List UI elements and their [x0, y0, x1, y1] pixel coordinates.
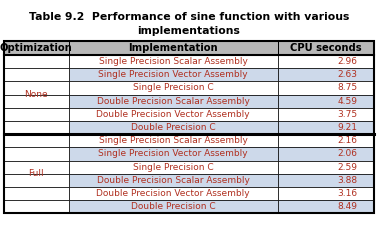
- Text: 2.06: 2.06: [337, 150, 357, 158]
- Bar: [4, 174, 69, 187]
- Bar: [69, 108, 278, 121]
- Text: Double Precision Scalar Assembly: Double Precision Scalar Assembly: [97, 176, 250, 185]
- Bar: [69, 147, 278, 160]
- Text: 2.16: 2.16: [337, 136, 357, 145]
- Text: Single Precision C: Single Precision C: [133, 84, 214, 92]
- Bar: [278, 68, 374, 81]
- Bar: [69, 160, 278, 174]
- Bar: [69, 81, 278, 95]
- Bar: [4, 187, 69, 200]
- Bar: [278, 160, 374, 174]
- Bar: [278, 147, 374, 160]
- Bar: [278, 121, 374, 134]
- Bar: [278, 174, 374, 187]
- Bar: [4, 81, 69, 95]
- Text: 8.49: 8.49: [337, 202, 357, 211]
- Text: Table 9.2  Performance of sine function with various: Table 9.2 Performance of sine function w…: [29, 12, 349, 22]
- Bar: [69, 68, 278, 81]
- Bar: [4, 200, 69, 213]
- Text: 8.75: 8.75: [337, 84, 357, 92]
- Bar: [278, 108, 374, 121]
- Bar: [69, 134, 278, 147]
- Text: Single Precision C: Single Precision C: [133, 163, 214, 172]
- Bar: [4, 41, 69, 55]
- Text: 2.96: 2.96: [337, 57, 357, 66]
- Bar: [69, 200, 278, 213]
- Bar: [69, 121, 278, 134]
- Text: Double Precision C: Double Precision C: [131, 202, 215, 211]
- Bar: [4, 68, 69, 81]
- Text: 2.63: 2.63: [337, 70, 357, 79]
- Text: Implementation: Implementation: [129, 43, 218, 53]
- Bar: [4, 160, 69, 174]
- Text: implementations: implementations: [138, 26, 240, 36]
- Bar: [4, 121, 69, 134]
- Text: 3.75: 3.75: [337, 110, 357, 119]
- Text: CPU seconds: CPU seconds: [290, 43, 362, 53]
- Bar: [278, 41, 374, 55]
- Text: Single Precision Vector Assembly: Single Precision Vector Assembly: [98, 70, 248, 79]
- Text: 3.88: 3.88: [337, 176, 357, 185]
- Text: Double Precision C: Double Precision C: [131, 123, 215, 132]
- Bar: [4, 95, 69, 108]
- Text: Single Precision Scalar Assembly: Single Precision Scalar Assembly: [99, 136, 248, 145]
- Text: Double Precision Vector Assembly: Double Precision Vector Assembly: [96, 110, 250, 119]
- Text: 2.59: 2.59: [337, 163, 357, 172]
- Bar: [278, 200, 374, 213]
- Bar: [69, 55, 278, 68]
- Text: 3.16: 3.16: [337, 189, 357, 198]
- Bar: [4, 147, 69, 160]
- Bar: [69, 187, 278, 200]
- Bar: [278, 95, 374, 108]
- Bar: [278, 81, 374, 95]
- Bar: [278, 55, 374, 68]
- Text: 4.59: 4.59: [337, 97, 357, 106]
- Bar: [278, 187, 374, 200]
- Bar: [4, 134, 69, 147]
- Text: Double Precision Scalar Assembly: Double Precision Scalar Assembly: [97, 97, 250, 106]
- Bar: [4, 41, 374, 213]
- Text: Single Precision Scalar Assembly: Single Precision Scalar Assembly: [99, 57, 248, 66]
- Bar: [4, 55, 69, 68]
- Bar: [69, 174, 278, 187]
- Text: Single Precision Vector Assembly: Single Precision Vector Assembly: [98, 150, 248, 158]
- Text: None: None: [25, 90, 48, 99]
- Text: Optimization: Optimization: [0, 43, 73, 53]
- Text: 9.21: 9.21: [337, 123, 357, 132]
- Text: Double Precision Vector Assembly: Double Precision Vector Assembly: [96, 189, 250, 198]
- Bar: [69, 41, 278, 55]
- Bar: [69, 95, 278, 108]
- Bar: [278, 134, 374, 147]
- Bar: [4, 108, 69, 121]
- Text: Full: Full: [29, 169, 44, 178]
